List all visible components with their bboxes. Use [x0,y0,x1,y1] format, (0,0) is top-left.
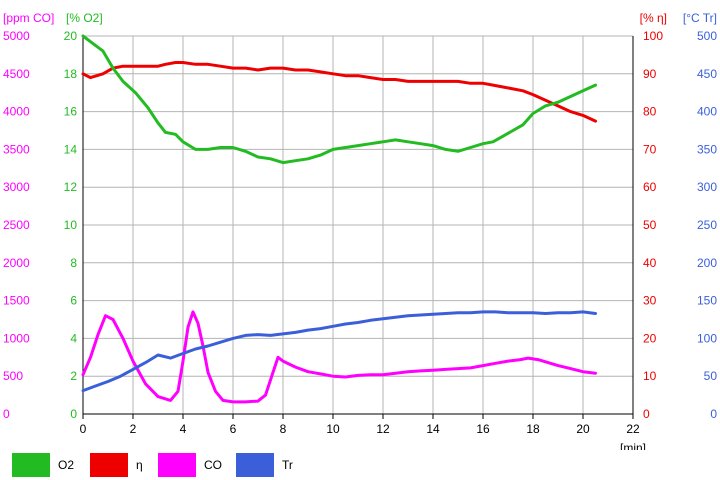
y-tick-label-o2: 14 [64,142,78,156]
y-tick-label-eta: 10 [643,369,657,383]
legend-label-tr: Tr [282,458,293,472]
x-tick-label: 8 [280,422,287,436]
axes: 0 2 4 6 8 10 12 14 16 18 20 22[min]0500100015002000… [3,11,718,455]
legend-swatch-co [158,453,196,477]
y-tick-label-tr: 0 [710,407,717,421]
y-tick-label-tr: 300 [697,180,717,194]
y-tick-label-o2: 6 [70,294,77,308]
x-tick-label: 12 [376,422,390,436]
y-tick-label-co: 500 [3,369,23,383]
y-tick-label-co: 1000 [3,331,30,345]
y-tick-label-eta: 50 [643,218,657,232]
y-tick-label-eta: 0 [643,407,650,421]
y-tick-label-tr: 200 [697,256,717,270]
y-tick-label-eta: 60 [643,180,657,194]
y-tick-label-eta: 90 [643,67,657,81]
series-line-eta [81,61,597,123]
x-tick-label: 0 [80,422,87,436]
y-tick-label-o2: 4 [70,331,77,345]
y-tick-label-co: 2000 [3,256,30,270]
y-tick-label-o2: 18 [64,67,78,81]
legend-label-eta: η [136,458,143,472]
chart-svg: 0 2 4 6 8 10 12 14 16 18 20 22[min]0500100015002000… [3,11,718,455]
x-tick-label: 2 [130,422,137,436]
legend-swatch-eta [90,453,128,477]
series-line-co [81,310,597,404]
y-tick-label-tr: 250 [697,218,717,232]
y-tick-label-o2: 12 [64,180,78,194]
legend-label-co: CO [204,458,222,472]
legend-swatch-o2 [12,453,50,477]
legend-label-o2: O2 [58,458,75,472]
y-tick-label-o2: 10 [64,218,78,232]
y-tick-label-co: 0 [3,407,10,421]
series-lines [81,34,597,404]
y-tick-label-tr: 50 [704,369,718,383]
y-tick-label-tr: 100 [697,331,717,345]
y-tick-label-tr: 400 [697,105,717,119]
series-line-o2 [81,34,597,165]
y-tick-label-tr: 450 [697,67,717,81]
y-tick-label-o2: 0 [70,407,77,421]
y-tick-label-tr: 150 [697,294,717,308]
y-tick-label-eta: 100 [643,29,663,43]
y-tick-label-o2: 20 [64,29,78,43]
y-tick-label-co: 5000 [3,29,30,43]
x-tick-label: 20 [576,422,590,436]
axis-label-tr: [°C Tr] [683,11,717,25]
y-tick-label-co: 1500 [3,294,30,308]
y-tick-label-eta: 80 [643,105,657,119]
x-unit-label: [min] [620,441,646,450]
y-tick-label-tr: 350 [697,142,717,156]
x-tick-label: 18 [526,422,540,436]
x-tick-label: 14 [426,422,440,436]
y-tick-label-co: 3000 [3,180,30,194]
x-tick-label: 4 [180,422,187,436]
series-line-tr [81,310,597,393]
x-tick-label: 10 [326,422,340,436]
y-tick-label-co: 4500 [3,67,30,81]
legend: O2 η CO Tr [0,450,720,480]
y-tick-label-eta: 70 [643,142,657,156]
axis-label-o2: [% O2] [66,11,103,25]
x-tick-label: 6 [230,422,237,436]
x-tick-label: 22 [626,422,640,436]
y-tick-label-o2: 2 [70,369,77,383]
y-tick-label-eta: 40 [643,256,657,270]
axis-label-eta: [% η] [640,11,667,25]
y-tick-label-o2: 8 [70,256,77,270]
legend-swatch-tr [236,453,274,477]
y-tick-label-co: 2500 [3,218,30,232]
y-tick-label-o2: 16 [64,105,78,119]
x-tick-label: 16 [476,422,490,436]
y-tick-label-co: 4000 [3,105,30,119]
y-tick-label-co: 3500 [3,142,30,156]
y-tick-label-eta: 20 [643,331,657,345]
y-tick-label-eta: 30 [643,294,657,308]
y-tick-label-tr: 500 [697,29,717,43]
axis-label-co: [ppm CO] [3,11,54,25]
